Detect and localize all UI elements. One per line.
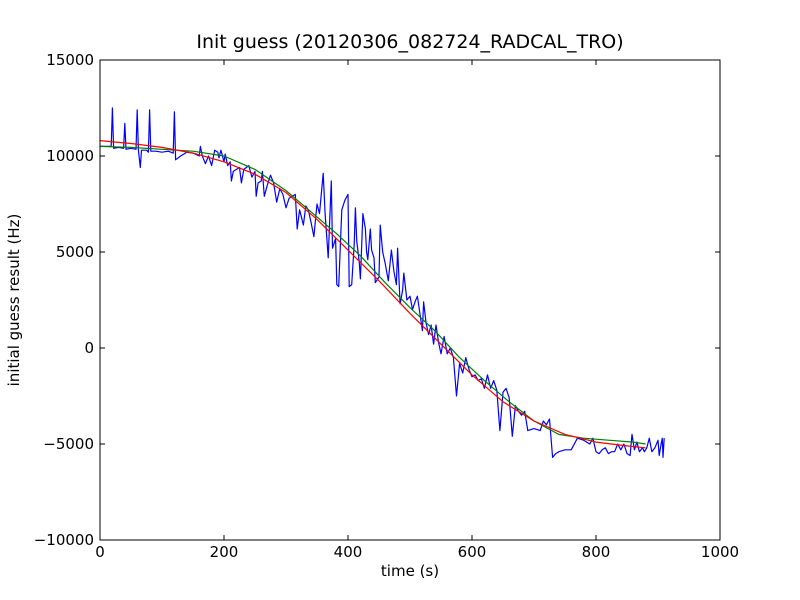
x-tick-label: 800 (582, 543, 611, 561)
y-tick-label: −10000 (34, 531, 94, 549)
y-tick-label: 10000 (46, 147, 94, 165)
x-axis-label: time (s) (381, 562, 439, 580)
plot-area (100, 60, 720, 540)
x-tick-label: 400 (334, 543, 363, 561)
x-tick-label: 200 (210, 543, 239, 561)
y-tick-label: 0 (84, 339, 94, 357)
x-tick-label: 600 (458, 543, 487, 561)
y-tick-label: 5000 (56, 243, 94, 261)
y-axis-label: initial guess result (Hz) (5, 214, 23, 387)
series-layer (99, 107, 665, 458)
ticks-layer: 0 200 400 600 800 1000 −10000 −5000 0 5000 10000 15… (34, 51, 739, 561)
x-tick-label: 1000 (701, 543, 739, 561)
series-line-raw-noisy (100, 107, 665, 458)
plot-frame (99, 59, 721, 541)
x-tick-label: 0 (95, 543, 105, 561)
y-tick-label: −5000 (43, 435, 94, 453)
series-line-fit (99, 140, 646, 449)
y-tick-label: 15000 (46, 51, 94, 69)
chart-title: Init guess (20120306_082724_RADCAL_TRO) (196, 31, 623, 53)
